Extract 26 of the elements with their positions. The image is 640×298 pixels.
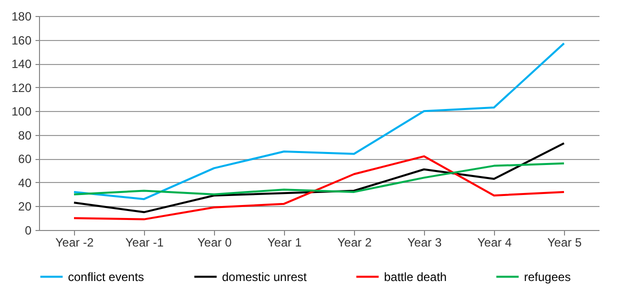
x-tick-label: Year 1 bbox=[267, 236, 302, 250]
x-tick-label: Year 5 bbox=[547, 236, 582, 250]
y-tick-label: 20 bbox=[18, 200, 32, 214]
line-series bbox=[73, 155, 565, 220]
line-series bbox=[73, 42, 565, 200]
y-tick-label: 140 bbox=[11, 57, 32, 72]
line-series bbox=[73, 162, 565, 196]
y-tick-label: 40 bbox=[18, 176, 32, 190]
y-tick-label: 100 bbox=[11, 104, 32, 119]
y-tick-label: 0 bbox=[24, 224, 32, 238]
x-tick-label: Year 3 bbox=[407, 236, 442, 250]
y-tick-label: 60 bbox=[18, 152, 32, 166]
y-tick-label: 180 bbox=[11, 10, 32, 24]
x-tick-label: Year -2 bbox=[55, 236, 94, 250]
y-tick-label: 160 bbox=[11, 33, 32, 48]
legend-label: domestic unrest bbox=[222, 270, 308, 284]
x-tick-label: Year 2 bbox=[337, 236, 372, 250]
line-series bbox=[73, 142, 565, 214]
x-tick-label: Year 4 bbox=[477, 236, 512, 250]
legend-label: conflict events bbox=[68, 270, 144, 284]
y-tick-label: 120 bbox=[11, 80, 32, 95]
x-tick-label: Year -1 bbox=[125, 236, 164, 250]
legend-label: refugees bbox=[524, 270, 571, 284]
legend-label: battle death bbox=[384, 270, 447, 284]
x-tick-label: Year 0 bbox=[197, 236, 232, 250]
y-tick-label: 80 bbox=[18, 128, 32, 142]
